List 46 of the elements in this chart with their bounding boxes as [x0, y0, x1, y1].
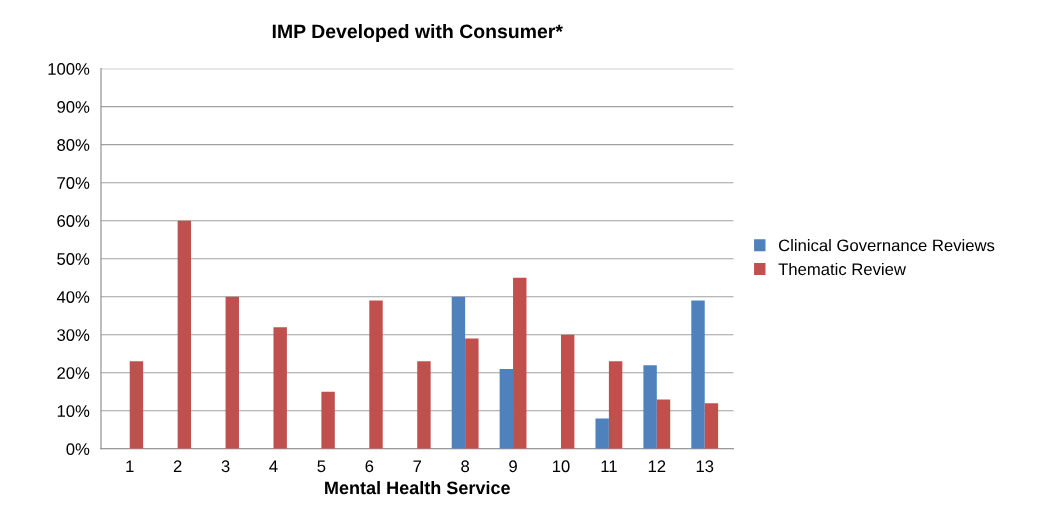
y-tick-label: 50%	[57, 253, 90, 265]
x-tick-label: 5	[317, 460, 326, 473]
bar	[499, 368, 514, 449]
bar	[225, 296, 239, 449]
y-tick-label: 90%	[57, 101, 90, 113]
y-tick-label: 80%	[57, 139, 90, 151]
bar	[177, 220, 192, 449]
legend-label: Clinical Governance Reviews	[778, 239, 995, 252]
x-tick-label: 11	[601, 460, 617, 472]
y-tick-label: 70%	[57, 177, 90, 189]
x-tick-label: 4	[269, 460, 278, 472]
x-tick-label: 12	[648, 460, 666, 472]
bar	[513, 277, 527, 449]
x-tick-label: 8	[461, 460, 470, 473]
bar	[656, 399, 671, 449]
y-tick-label: 100%	[48, 63, 90, 75]
x-tick-label: 9	[509, 460, 517, 473]
x-axis-title: Mental Health Service	[325, 481, 510, 495]
y-tick-label: 10%	[57, 405, 90, 417]
bar	[465, 338, 479, 449]
x-tick-label: 7	[413, 460, 422, 472]
bar	[273, 327, 287, 449]
y-tick-label: 40%	[56, 291, 90, 303]
legend-label: Thematic Review	[778, 262, 906, 276]
bar	[129, 361, 144, 449]
x-tick-label: 3	[221, 460, 230, 473]
bar	[704, 403, 719, 449]
x-tick-label: 6	[365, 460, 374, 473]
x-tick-label: 2	[173, 460, 182, 472]
chart-title: IMP Developed with Consumer*	[272, 23, 563, 43]
bar	[608, 361, 623, 449]
bar	[369, 300, 383, 449]
y-tick-label: 30%	[57, 329, 90, 341]
x-tick-label: 13	[696, 460, 714, 473]
x-tick-label: 10	[552, 460, 570, 473]
bar	[451, 296, 466, 449]
bar	[595, 418, 609, 449]
bar	[321, 391, 335, 449]
bar	[691, 300, 705, 449]
y-tick-label: 0%	[66, 443, 90, 455]
y-tick-label: 60%	[57, 215, 90, 227]
bar	[417, 361, 431, 449]
y-tick-label: 20%	[57, 367, 90, 379]
x-tick-label: 1	[126, 460, 134, 472]
bar	[560, 334, 575, 449]
bar	[643, 365, 657, 449]
